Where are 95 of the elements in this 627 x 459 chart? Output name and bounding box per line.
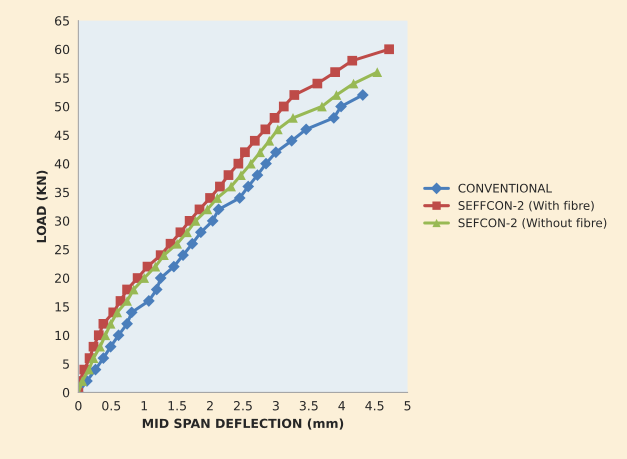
point [372, 67, 382, 77]
y-tick-label: 60 [55, 44, 70, 54]
point [226, 182, 236, 192]
point [90, 364, 102, 376]
point [330, 67, 340, 77]
x-tick-label: 0 [75, 401, 82, 410]
point [186, 238, 198, 250]
x-tick-label: 4.5 [365, 401, 384, 410]
point [317, 102, 327, 112]
x-tick-label: 0.5 [102, 401, 120, 410]
point [356, 89, 369, 101]
point [270, 113, 280, 123]
y-tick-label: 10 [56, 330, 70, 340]
point [234, 192, 246, 204]
point [260, 158, 272, 170]
point [328, 112, 340, 124]
point [212, 204, 224, 216]
point [142, 295, 155, 307]
point [206, 214, 219, 227]
point [347, 56, 358, 66]
point [177, 249, 189, 262]
x-tick-label: 4 [338, 401, 345, 410]
point [95, 342, 105, 352]
legend-label: SEFFCON-2 (With fibre) [458, 200, 594, 212]
y-tick-label: 30 [55, 216, 70, 226]
y-tick-label: 5 [63, 359, 69, 369]
point [142, 262, 152, 272]
point [246, 158, 256, 169]
point [190, 216, 200, 226]
point [348, 78, 358, 88]
point [154, 272, 167, 284]
y-tick-label: 35 [55, 188, 69, 198]
point [172, 238, 182, 249]
point [270, 146, 282, 158]
point [384, 44, 394, 54]
point [84, 364, 94, 374]
point [264, 136, 274, 146]
point [112, 329, 124, 342]
point [252, 169, 264, 181]
y-tick-label: 50 [55, 102, 70, 112]
point [260, 124, 270, 134]
point [288, 113, 298, 123]
point [236, 170, 246, 180]
y-tick-label: 25 [55, 244, 69, 254]
x-tick-label: 2 [206, 401, 213, 410]
point [224, 170, 234, 180]
x-tick-label: 3.5 [300, 401, 318, 410]
x-axis-title: MID SPAN DEFLECTION (mm) [142, 418, 344, 430]
point [272, 124, 283, 134]
point [233, 158, 244, 169]
point [98, 318, 108, 329]
point [332, 90, 342, 100]
point [121, 318, 133, 330]
y-tick-label: 45 [54, 130, 69, 140]
y-tick-label: 55 [55, 73, 69, 83]
point [126, 306, 138, 318]
y-tick-label: 40 [54, 159, 70, 169]
point [128, 284, 139, 294]
point [159, 250, 169, 260]
point [88, 353, 98, 363]
point [255, 147, 265, 158]
x-tick-label: 5 [404, 401, 410, 410]
point [194, 204, 204, 214]
point [242, 180, 254, 192]
x-tick-label: 2.5 [234, 401, 252, 410]
y-tick-label: 65 [55, 16, 69, 26]
point [205, 193, 215, 203]
point [289, 90, 300, 100]
x-tick-label: 1.5 [168, 401, 186, 410]
point [300, 123, 312, 136]
point [335, 100, 347, 112]
point [194, 226, 207, 238]
point [98, 352, 110, 364]
point [168, 260, 180, 272]
legend-label: SEFCON-2 (Without fibre) [458, 218, 606, 229]
point [100, 330, 110, 340]
point [78, 376, 88, 386]
point [278, 102, 289, 112]
y-tick-label: 20 [55, 274, 70, 283]
legend-label: CONVENTIONAL [458, 184, 552, 193]
point [240, 147, 250, 158]
point [286, 134, 298, 147]
point [312, 78, 322, 88]
point [112, 308, 122, 318]
y-tick-label: 15 [56, 302, 69, 312]
x-tick-label: 3 [272, 401, 279, 410]
point [150, 284, 163, 296]
y-axis-title: LOAD (KN) [36, 170, 48, 242]
point [215, 182, 225, 192]
point [106, 318, 116, 329]
point [182, 227, 192, 238]
point [250, 136, 260, 146]
point [104, 340, 117, 353]
y-tick-label: 0 [62, 388, 70, 398]
x-tick-label: 1 [142, 401, 148, 410]
